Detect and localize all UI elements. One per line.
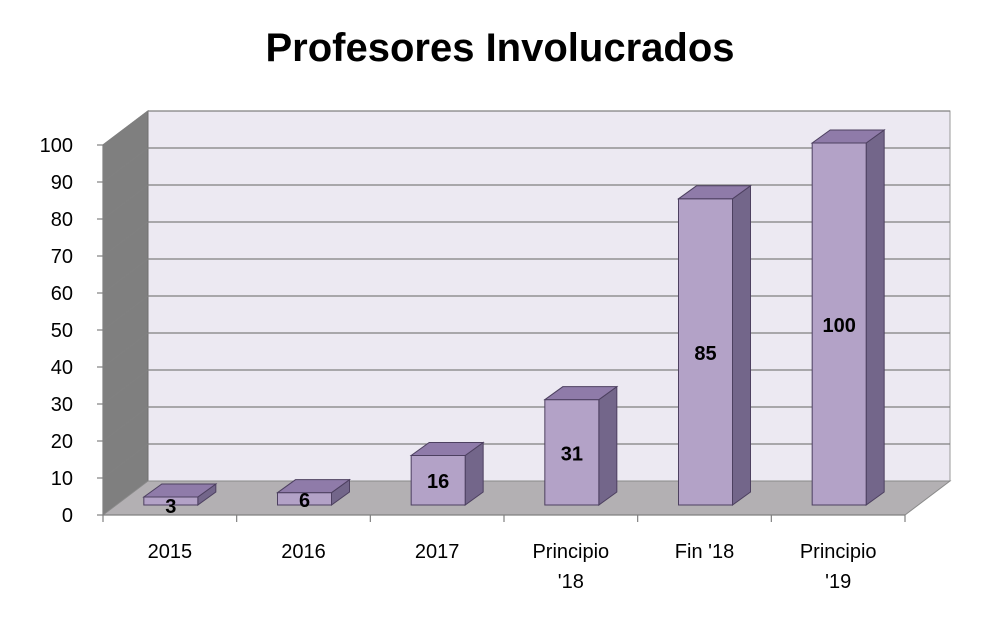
x-tick-label: Principio '18 (532, 541, 609, 593)
bar-side (732, 184, 751, 506)
x-tick-label: Principio '19 (800, 541, 877, 593)
y-tick-label: 60 (51, 283, 73, 305)
data-label: 16 (427, 471, 449, 493)
gridline-side (102, 406, 149, 442)
gridline-side (102, 332, 149, 368)
gridline-side (102, 258, 149, 294)
gridline-side (102, 147, 149, 183)
bar (275, 478, 352, 506)
bar (409, 441, 485, 506)
y-tick-label: 90 (51, 172, 73, 194)
bar-front (544, 399, 600, 506)
bar (676, 184, 753, 506)
bar-side (865, 129, 885, 506)
y-tick-label: 0 (62, 505, 73, 527)
bar-top (275, 479, 352, 494)
y-tick-label: 40 (51, 357, 73, 379)
labels: 0 10 20 30 40 50 60 70 80 90 100 3 2015 6 2016 16 2017 31… (40, 135, 877, 593)
bar (543, 385, 619, 506)
bar-front (678, 198, 733, 506)
y-tick-label: 20 (51, 431, 73, 453)
x-tick-label: 2017 (415, 541, 460, 563)
gridline-side (102, 221, 149, 257)
bar-top (810, 129, 886, 144)
chart-title: Profesores Involucrados (265, 26, 734, 70)
gridline-side (102, 110, 149, 146)
bar-front (811, 142, 867, 506)
x-tick-label: Fin '18 (675, 541, 734, 563)
bar-top (142, 483, 218, 498)
bar-front (410, 454, 466, 506)
y-tick-label: 80 (51, 209, 73, 231)
y-tick-label: 50 (51, 320, 73, 342)
y-tick-label: 100 (40, 135, 73, 157)
gridline-side (102, 443, 149, 479)
bar-top (543, 386, 619, 401)
data-label: 3 (165, 496, 176, 518)
data-label: 85 (694, 343, 716, 365)
y-tick-label: 30 (51, 394, 73, 416)
x-tick-label: 2015 (148, 541, 193, 563)
data-label: 100 (822, 315, 855, 337)
bars (142, 129, 886, 506)
gridline-side (102, 369, 149, 405)
data-label: 6 (299, 490, 310, 512)
y-tick-label: 70 (51, 246, 73, 268)
axes (97, 144, 906, 522)
bar-top (409, 441, 485, 456)
bar (142, 483, 218, 506)
bar-top (676, 185, 753, 200)
x-tick-label: 2016 (281, 541, 326, 563)
gridline-side (102, 184, 149, 220)
gridline-side (102, 295, 149, 331)
bar (810, 129, 886, 506)
data-label: 31 (561, 443, 583, 465)
bar-side (598, 385, 618, 506)
y-tick-label: 10 (51, 468, 73, 490)
